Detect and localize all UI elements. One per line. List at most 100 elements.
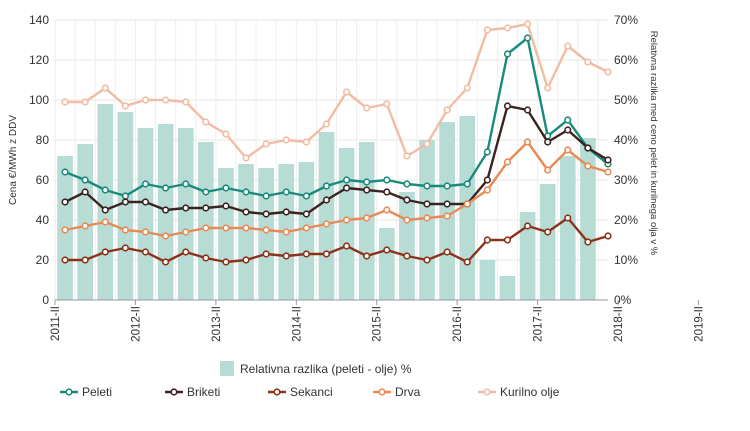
point-sekanci[interactable] [423,256,431,264]
bar[interactable] [117,112,134,300]
point-drva[interactable] [523,138,532,146]
point-sekanci[interactable] [101,248,109,256]
point-briketi[interactable] [222,202,230,210]
point-kurilno-olje[interactable] [544,84,552,92]
point-kurilno-olje[interactable] [121,102,129,110]
point-kurilno-olje[interactable] [182,98,190,106]
point-briketi[interactable] [61,198,69,206]
series-line-briketi[interactable] [64,104,609,216]
point-peleti[interactable] [282,188,290,196]
point-kurilno-olje[interactable] [302,138,310,146]
point-peleti[interactable] [483,148,491,156]
bar[interactable] [197,142,214,300]
point-briketi[interactable] [141,198,150,206]
bar[interactable] [77,144,94,300]
point-kurilno-olje[interactable] [202,118,210,126]
point-drva[interactable] [282,228,290,236]
point-briketi[interactable] [101,206,109,214]
bar[interactable] [499,276,516,300]
point-drva[interactable] [242,224,250,232]
point-sekanci[interactable] [503,236,512,244]
legend-label-peleti[interactable]: Peleti [82,385,112,399]
point-peleti[interactable] [182,180,190,188]
bar[interactable] [258,168,274,300]
bar[interactable] [580,138,596,300]
point-kurilno-olje[interactable] [162,96,170,104]
legend-marker-sekanci[interactable] [273,388,281,396]
point-kurilno-olje[interactable] [262,140,270,148]
point-peleti[interactable] [141,180,150,188]
point-drva[interactable] [342,216,351,224]
point-drva[interactable] [544,166,552,174]
point-sekanci[interactable] [182,248,190,256]
series-line-kurilno-olje[interactable] [65,22,609,160]
point-kurilno-olje[interactable] [503,24,512,32]
point-drva[interactable] [584,162,592,170]
point-sekanci[interactable] [222,258,230,266]
legend-marker-kurilno-olje[interactable] [483,388,491,396]
point-peleti[interactable] [383,176,391,184]
point-peleti[interactable] [81,176,89,184]
point-drva[interactable] [403,216,411,224]
point-peleti[interactable] [423,182,431,190]
legend-label-sekanci[interactable]: Sekanci [290,385,333,399]
point-kurilno-olje[interactable] [61,98,69,106]
bar[interactable] [218,168,234,300]
bar[interactable] [439,122,455,300]
point-drva[interactable] [383,206,391,214]
point-kurilno-olje[interactable] [282,136,290,144]
point-briketi[interactable] [423,200,431,208]
point-sekanci[interactable] [564,214,572,222]
point-sekanci[interactable] [61,256,69,264]
legend-label-drva[interactable]: Drva [395,385,421,399]
point-drva[interactable] [81,222,89,230]
point-kurilno-olje[interactable] [564,42,572,50]
point-peleti[interactable] [342,176,351,184]
point-peleti[interactable] [242,188,250,196]
point-kurilno-olje[interactable] [322,120,331,128]
point-sekanci[interactable] [443,248,451,256]
point-peleti[interactable] [202,188,210,196]
point-drva[interactable] [503,158,512,166]
point-briketi[interactable] [162,206,170,214]
point-briketi[interactable] [383,188,391,196]
point-peleti[interactable] [564,116,572,124]
point-sekanci[interactable] [523,222,532,230]
point-briketi[interactable] [81,188,89,196]
legend-marker-briketi[interactable] [170,388,178,396]
point-drva[interactable] [302,224,310,232]
point-kurilno-olje[interactable] [81,98,89,106]
bar[interactable] [97,104,114,300]
point-briketi[interactable] [242,208,250,216]
point-briketi[interactable] [584,144,592,152]
point-briketi[interactable] [403,196,411,204]
legend-label-briketi[interactable]: Briketi [187,385,220,399]
point-sekanci[interactable] [262,250,270,258]
point-sekanci[interactable] [322,250,331,258]
point-sekanci[interactable] [604,232,612,240]
point-briketi[interactable] [443,200,451,208]
point-sekanci[interactable] [584,238,592,246]
point-peleti[interactable] [503,50,512,58]
point-peleti[interactable] [523,34,532,42]
point-drva[interactable] [61,226,69,234]
point-drva[interactable] [121,226,129,234]
point-sekanci[interactable] [162,258,170,266]
point-briketi[interactable] [302,210,310,218]
point-sekanci[interactable] [463,258,471,266]
point-drva[interactable] [463,200,471,208]
point-sekanci[interactable] [202,254,210,262]
point-briketi[interactable] [523,106,532,114]
series-line-drva[interactable] [64,140,609,238]
point-drva[interactable] [101,218,109,226]
legend-label-kurilno-olje[interactable]: Kurilno olje [500,385,560,399]
bar[interactable] [399,192,415,300]
point-kurilno-olje[interactable] [101,84,109,92]
point-drva[interactable] [141,228,150,236]
point-kurilno-olje[interactable] [604,68,612,76]
point-peleti[interactable] [322,182,331,190]
point-kurilno-olje[interactable] [222,130,230,138]
point-kurilno-olje[interactable] [141,96,150,104]
point-sekanci[interactable] [483,236,491,244]
point-sekanci[interactable] [282,252,290,260]
